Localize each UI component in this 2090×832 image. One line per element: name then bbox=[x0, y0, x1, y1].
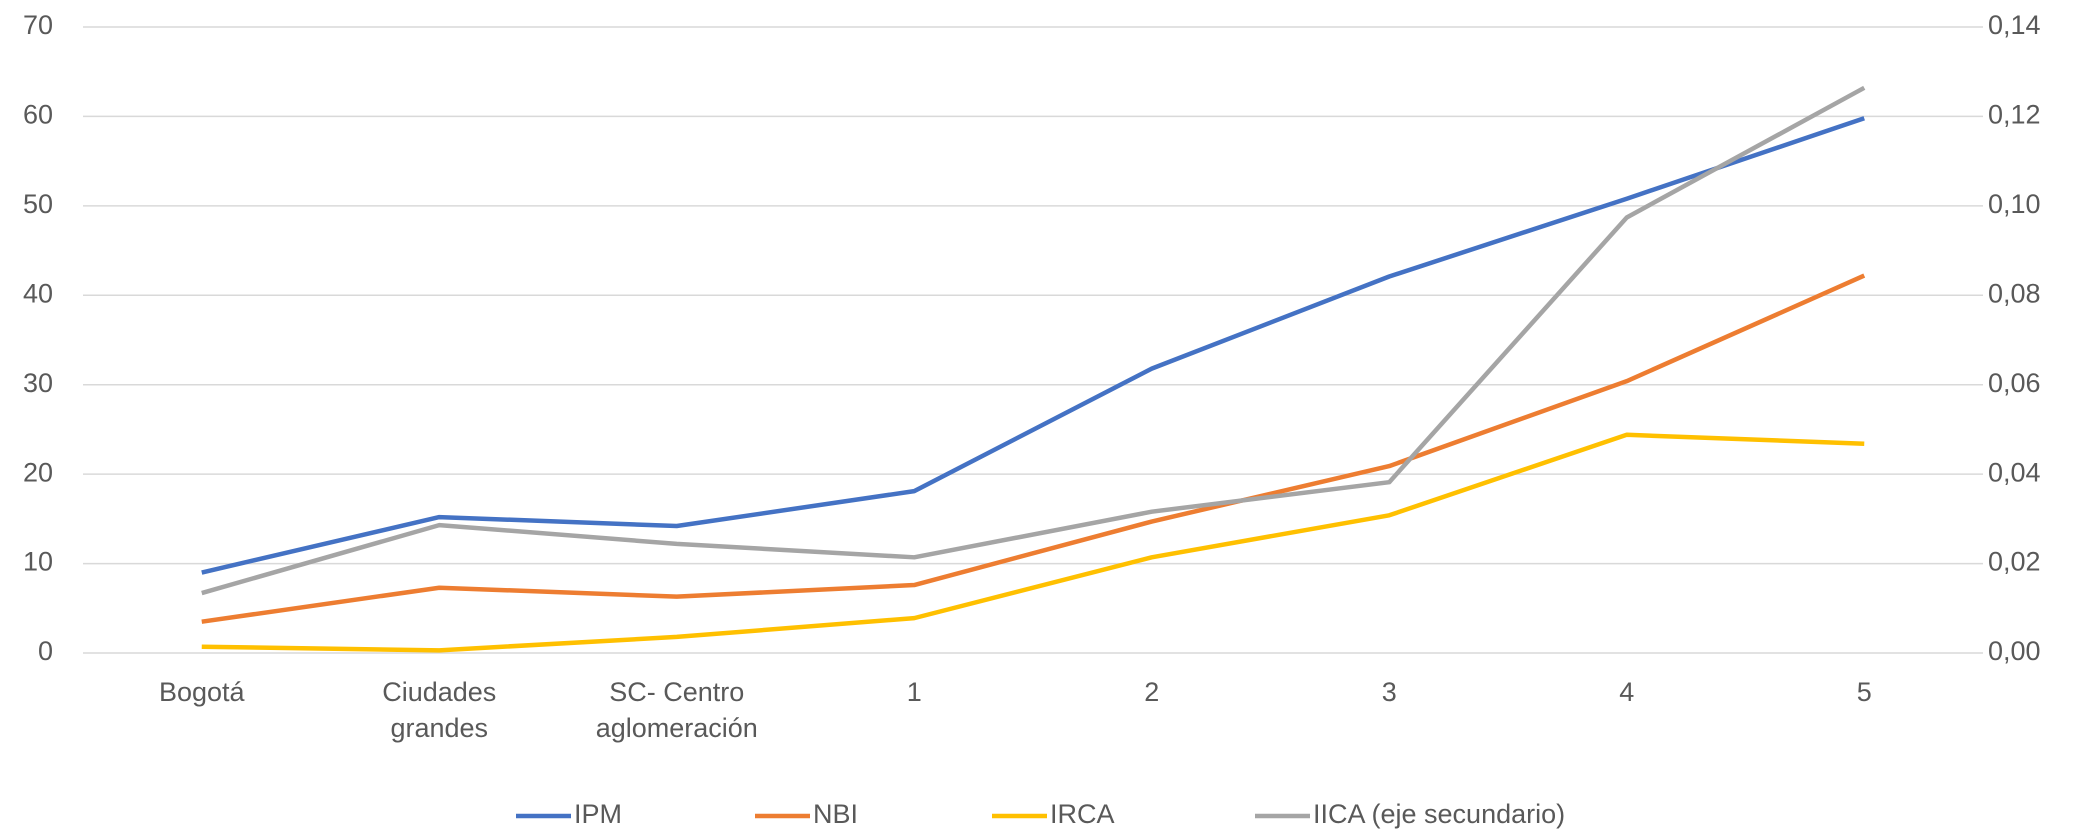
legend-label: IPM bbox=[574, 799, 622, 829]
legend-label: IICA (eje secundario) bbox=[1313, 799, 1565, 829]
y-tick-label: 20 bbox=[23, 457, 53, 487]
x-tick-label: 5 bbox=[1856, 677, 1872, 707]
y-tick-label: 60 bbox=[23, 100, 53, 130]
y-tick-label: 0 bbox=[38, 636, 53, 666]
y2-tick-label: 0,02 bbox=[1988, 547, 2041, 577]
series-line bbox=[201, 85, 1866, 596]
y-tick-label: 40 bbox=[23, 278, 53, 308]
y-tick-label: 10 bbox=[23, 547, 53, 577]
y-tick-label: 30 bbox=[23, 368, 53, 398]
y2-tick-label: 0,06 bbox=[1988, 368, 2041, 398]
x-tick-label: 4 bbox=[1619, 677, 1635, 707]
y-tick-label: 50 bbox=[23, 189, 53, 219]
y-tick-label: 70 bbox=[23, 10, 53, 40]
y2-tick-label: 0,10 bbox=[1988, 189, 2041, 219]
legend-label: NBI bbox=[813, 799, 858, 829]
legend-label: IRCA bbox=[1050, 799, 1115, 829]
x-tick-label: SC- Centro aglomeración bbox=[595, 677, 758, 743]
y2-tick-label: 0,14 bbox=[1988, 10, 2041, 40]
y2-tick-label: 0,12 bbox=[1988, 100, 2041, 130]
y2-tick-label: 0,08 bbox=[1988, 278, 2041, 308]
series-line bbox=[201, 432, 1865, 653]
x-tick-label: 1 bbox=[906, 677, 922, 707]
series-line bbox=[201, 116, 1865, 575]
x-tick-label: Bogotá bbox=[158, 677, 245, 707]
x-tick-label: 3 bbox=[1381, 677, 1397, 707]
series-line bbox=[201, 273, 1866, 624]
x-tick-label: 2 bbox=[1144, 677, 1160, 707]
y2-tick-label: 0,04 bbox=[1988, 457, 2041, 487]
x-tick-label: Ciudades grandes bbox=[382, 677, 497, 743]
y2-tick-label: 0,00 bbox=[1988, 636, 2041, 666]
